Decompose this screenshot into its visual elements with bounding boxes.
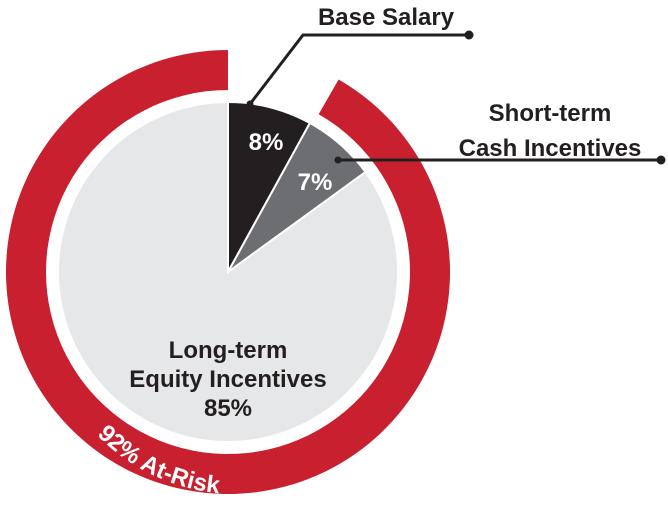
leader-line-short-term-anchor-dot: [334, 156, 342, 164]
category-label-short-term-line1: Short-term: [489, 100, 612, 127]
slice-value-label-short-term: 7%: [298, 169, 333, 196]
category-label-base-salary: Base Salary: [318, 4, 455, 31]
leader-line-base-salary-dot: [464, 30, 474, 40]
category-label-long-term-line2: Equity Incentives: [129, 366, 326, 393]
leader-line-base-salary: [248, 33, 469, 105]
category-label-long-term-line1: Long-term: [169, 337, 288, 364]
pie-slices: [57, 100, 399, 443]
slice-long-term-equity: [57, 100, 399, 443]
pie-labels: 8% 7% Base Salary Short-term Cash Incent…: [129, 4, 641, 422]
leader-line-short-term-dot: [656, 155, 666, 165]
leader-lines: [246, 30, 666, 165]
slice-value-label-long-term: 85%: [204, 395, 252, 422]
leader-line-base-salary-anchor-dot: [246, 100, 254, 108]
slice-value-label-base-salary: 8%: [249, 129, 284, 156]
category-label-short-term-line2: Cash Incentives: [459, 135, 642, 162]
